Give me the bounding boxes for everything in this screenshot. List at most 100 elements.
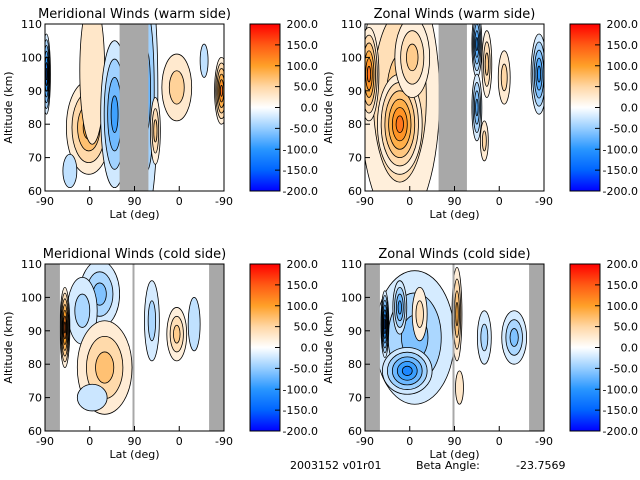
- contour-field: [365, 264, 544, 431]
- contour-level: [415, 300, 424, 328]
- colorbar-tick-label: -200.0: [603, 425, 638, 438]
- y-tick-label: 60: [348, 185, 362, 198]
- contour-level: [397, 300, 402, 315]
- beta-angle-value: -23.7569: [516, 459, 566, 472]
- x-tick-label: 0: [86, 195, 93, 208]
- y-tick-label: 60: [28, 425, 42, 438]
- panel-3: Meridional Winds (cold side) -90 0 90 0 -90 La…: [2, 247, 318, 461]
- colorbar-tick-label: 50.0: [294, 81, 319, 94]
- x-tick-label: 90: [448, 195, 462, 208]
- contour-level: [187, 296, 201, 352]
- y-tick-label: 60: [348, 425, 362, 438]
- colorbar-tick-label: -50.0: [610, 362, 638, 375]
- y-tick-label: 60: [28, 185, 42, 198]
- x-tick-label: -90: [36, 435, 54, 448]
- contour-field: [45, 24, 224, 191]
- contour-level: [366, 65, 372, 83]
- x-tick-label: 90: [448, 435, 462, 448]
- colorbar-tick-label: -200.0: [603, 185, 638, 198]
- x-tick-label: -90: [36, 195, 54, 208]
- contour-field: [45, 264, 224, 431]
- contour-level: [76, 383, 108, 412]
- colorbar-tick-label: -100.0: [603, 143, 638, 156]
- y-tick-label: 70: [348, 152, 362, 165]
- x-axis-label: Lat (deg): [110, 208, 160, 221]
- x-tick-label: -90: [535, 435, 553, 448]
- colorbar-tick-label: -150.0: [603, 164, 638, 177]
- y-tick-label: 110: [341, 258, 362, 271]
- contour-level: [95, 351, 115, 384]
- colorbar-tick-label: -200.0: [283, 185, 318, 198]
- x-tick-label: 0: [176, 195, 183, 208]
- panel-title: Meridional Winds (cold side): [43, 247, 226, 262]
- colorbar-tick-label: -100.0: [603, 383, 638, 396]
- y-tick-label: 90: [28, 85, 42, 98]
- y-axis-label: Altitude (km): [322, 71, 335, 143]
- y-tick-label: 90: [348, 85, 362, 98]
- contour-level: [455, 302, 459, 327]
- y-tick-label: 100: [21, 291, 42, 304]
- colorbar-tick-label: 50.0: [294, 321, 319, 334]
- contour-level: [475, 98, 479, 117]
- contour-level: [395, 115, 404, 133]
- contour-level: [199, 43, 209, 78]
- y-tick-label: 110: [21, 258, 42, 271]
- data-gap: [529, 264, 544, 431]
- colorbar-tick-label: 100.0: [607, 300, 639, 313]
- colorbar-tick-label: 200.0: [287, 18, 319, 31]
- colorbar-tick-label: 150.0: [287, 279, 319, 292]
- y-tick-label: 70: [28, 392, 42, 405]
- contour-level: [481, 130, 487, 152]
- panel-title: Meridional Winds (warm side): [38, 7, 231, 22]
- x-tick-label: -90: [215, 195, 233, 208]
- x-tick-label: 90: [128, 195, 142, 208]
- contour-level: [401, 365, 413, 376]
- y-tick-label: 100: [341, 51, 362, 64]
- colorbar-tick-label: 200.0: [607, 18, 639, 31]
- colorbar-tick-label: 50.0: [614, 321, 639, 334]
- contour-level: [147, 300, 157, 342]
- contour-level: [484, 52, 489, 76]
- x-tick-label: -90: [535, 195, 553, 208]
- panel-1: Meridional Winds (warm side) -90 0 90 0 -90 La…: [2, 7, 319, 221]
- beta-angle-label: Beta Angle:: [416, 459, 480, 472]
- contour-level: [62, 153, 78, 189]
- colorbar-tick-label: -50.0: [290, 362, 318, 375]
- y-tick-label: 80: [28, 358, 42, 371]
- colorbar-tick-label: -100.0: [283, 143, 318, 156]
- y-tick-label: 70: [348, 392, 362, 405]
- contour-level: [537, 65, 542, 83]
- y-tick-label: 90: [28, 325, 42, 338]
- x-tick-label: 0: [406, 195, 413, 208]
- panel-title: Zonal Winds (warm side): [374, 7, 536, 22]
- colorbar-tick-label: -150.0: [283, 164, 318, 177]
- data-gap: [45, 264, 60, 431]
- y-tick-label: 80: [348, 118, 362, 131]
- y-tick-label: 70: [28, 152, 42, 165]
- colorbar-tick-label: 100.0: [287, 300, 319, 313]
- contour-level: [74, 293, 91, 328]
- y-tick-label: 90: [348, 325, 362, 338]
- y-axis-label: Altitude (km): [2, 311, 15, 383]
- data-gap: [365, 264, 380, 431]
- colorbar-tick-label: 150.0: [287, 39, 319, 52]
- colorbar-tick-label: -50.0: [610, 122, 638, 135]
- contour-level: [455, 370, 464, 405]
- y-tick-label: 110: [341, 18, 362, 31]
- colorbar-tick-label: -150.0: [603, 404, 638, 417]
- contour-level: [383, 318, 386, 330]
- x-axis-label: Lat (deg): [430, 208, 480, 221]
- x-tick-label: 0: [406, 435, 413, 448]
- contour-level: [110, 95, 119, 133]
- contour-level: [153, 119, 158, 143]
- colorbar-tick-label: 150.0: [607, 279, 639, 292]
- contour-level: [480, 323, 489, 352]
- x-tick-label: 90: [128, 435, 142, 448]
- contour-field: [365, 24, 544, 191]
- y-axis-label: Altitude (km): [2, 71, 15, 143]
- contour-level: [168, 70, 185, 105]
- x-tick-label: 0: [496, 195, 503, 208]
- colorbar-tick-label: 200.0: [607, 258, 639, 271]
- colorbar-tick-label: 200.0: [287, 258, 319, 271]
- colorbar-tick-label: -50.0: [290, 122, 318, 135]
